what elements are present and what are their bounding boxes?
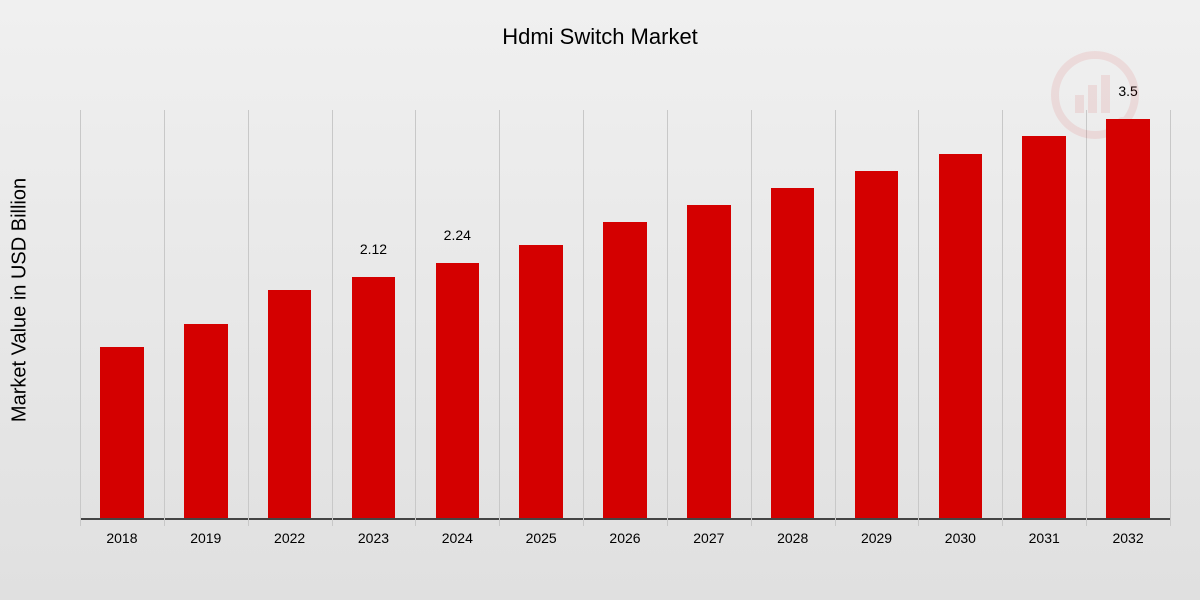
x-tick-label: 2026 [609, 530, 640, 546]
x-tick-label: 2032 [1112, 530, 1143, 546]
bar [100, 347, 144, 518]
bar [687, 205, 731, 518]
bar-value-label: 2.24 [444, 227, 471, 243]
bar [603, 222, 647, 518]
category-divider [583, 110, 584, 526]
category-divider [751, 110, 752, 526]
x-tick-label: 2029 [861, 530, 892, 546]
x-tick-label: 2027 [693, 530, 724, 546]
x-tick-label: 2025 [526, 530, 557, 546]
category-divider [164, 110, 165, 526]
category-divider [667, 110, 668, 526]
category-divider [248, 110, 249, 526]
category-divider [499, 110, 500, 526]
category-divider [1170, 110, 1171, 526]
bar-value-label: 2.12 [360, 241, 387, 257]
bar [184, 324, 228, 518]
category-divider [80, 110, 81, 526]
bar [855, 171, 899, 518]
bar [939, 154, 983, 518]
bar [352, 277, 396, 518]
category-divider [1086, 110, 1087, 526]
x-axis: 2018 2019 2022 2023 2024 2025 2026 2027 2028 2029… [80, 522, 1170, 562]
x-tick-label: 2031 [1029, 530, 1060, 546]
bar [1022, 136, 1066, 518]
x-tick-label: 2018 [106, 530, 137, 546]
x-tick-label: 2028 [777, 530, 808, 546]
bar [436, 263, 480, 518]
plot-area: 2.122.243.5 [80, 110, 1170, 520]
category-divider [918, 110, 919, 526]
watermark-logo-icon [1050, 50, 1150, 155]
category-divider [835, 110, 836, 526]
category-divider [1002, 110, 1003, 526]
x-tick-label: 2019 [190, 530, 221, 546]
bar [1106, 119, 1150, 518]
x-tick-label: 2030 [945, 530, 976, 546]
bar [268, 290, 312, 518]
y-axis-label: Market Value in USD Billion [9, 178, 32, 422]
category-divider [415, 110, 416, 526]
bar [771, 188, 815, 518]
category-divider [332, 110, 333, 526]
bar [519, 245, 563, 518]
x-tick-label: 2024 [442, 530, 473, 546]
chart-title: Hdmi Switch Market [0, 24, 1200, 50]
x-tick-label: 2023 [358, 530, 389, 546]
x-tick-label: 2022 [274, 530, 305, 546]
